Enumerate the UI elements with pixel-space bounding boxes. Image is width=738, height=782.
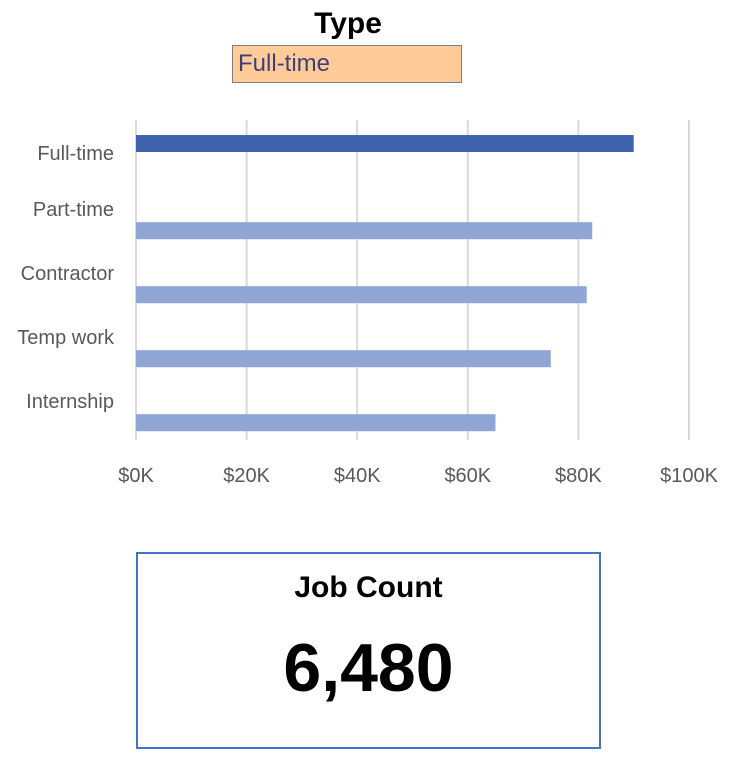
x-tick-label: $60K [444, 465, 491, 487]
x-tick-label: $80K [555, 465, 602, 487]
bar-internship[interactable] [136, 414, 496, 432]
category-label: Part-time [33, 199, 114, 221]
x-tick-label: $0K [118, 465, 154, 487]
chart-bars [136, 135, 634, 432]
bar-contractor[interactable] [136, 286, 587, 304]
slicer-title: Type [314, 7, 382, 40]
x-tick-label: $20K [223, 465, 270, 487]
bar-full-time[interactable] [136, 135, 634, 152]
bar-part-time[interactable] [136, 222, 593, 240]
category-label: Internship [26, 391, 114, 413]
x-tick-label: $100K [660, 465, 718, 487]
category-label: Full-time [37, 143, 114, 165]
type-filter-dropdown[interactable]: Full-time [232, 45, 462, 83]
salary-by-type-bar-chart: Full-time Part-time Contractor Temp work Int… [17, 120, 719, 487]
category-label: Temp work [17, 327, 115, 349]
job-count-card: Job Count 6,480 [136, 552, 601, 749]
chart-gridlines [135, 120, 690, 440]
category-label: Contractor [21, 263, 115, 285]
x-tick-label: $40K [334, 465, 381, 487]
job-count-value: 6,480 [283, 630, 454, 706]
chart-tick-labels: $0K $20K $40K $60K $80K $100K [118, 465, 718, 487]
bar-temp-work[interactable] [136, 350, 551, 368]
chart-category-labels: Full-time Part-time Contractor Temp work Int… [17, 143, 115, 413]
job-count-label: Job Count [294, 571, 443, 604]
